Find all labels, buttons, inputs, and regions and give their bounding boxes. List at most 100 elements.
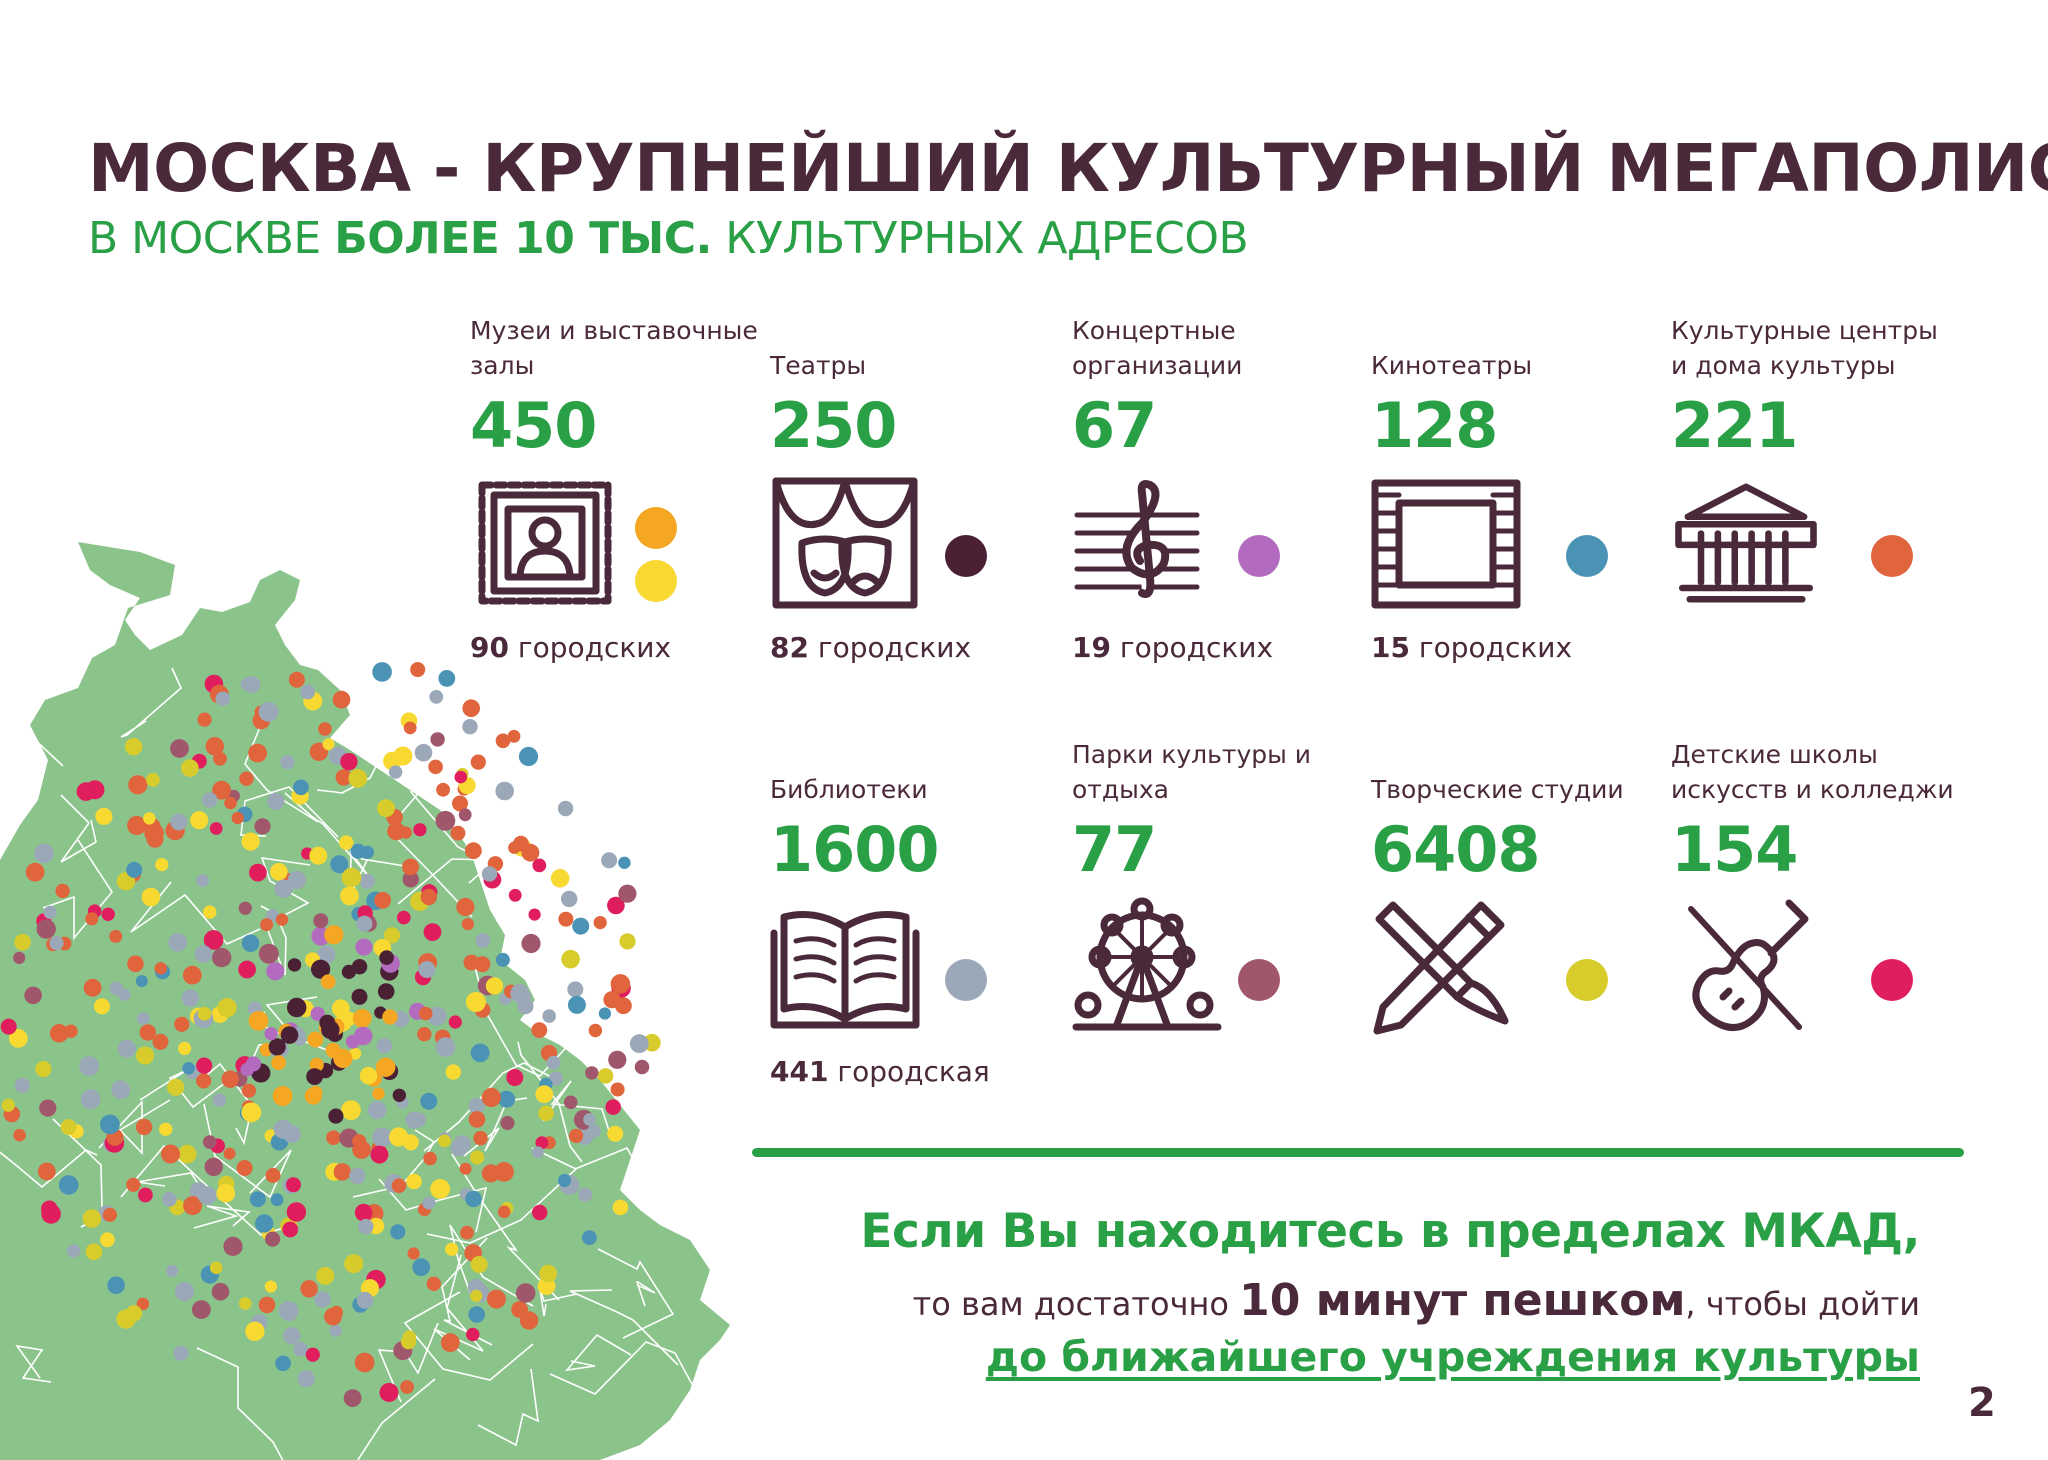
map-dot — [470, 1289, 483, 1302]
map-dot — [567, 995, 586, 1014]
map-dot — [351, 959, 368, 975]
category-label: Творческие студии — [1371, 775, 1624, 804]
map-dot — [85, 1243, 103, 1261]
map-dot — [146, 830, 164, 848]
map-dot — [272, 1086, 293, 1106]
district-border — [356, 1378, 436, 1460]
map-dot — [241, 1102, 262, 1123]
map-dot — [161, 1144, 180, 1164]
map-dot — [384, 927, 400, 944]
district-border — [403, 1291, 534, 1381]
map-dot — [422, 1196, 436, 1210]
district-border — [0, 1149, 98, 1189]
map-dot — [168, 933, 188, 952]
map-dot — [278, 1301, 299, 1321]
category-culture-centers: Культурные центры и дома культуры 221 — [1671, 313, 1961, 603]
open-book-icon — [770, 911, 920, 1029]
map-dot — [322, 738, 335, 751]
map-dot — [258, 943, 279, 964]
map-dot — [414, 743, 433, 762]
map-dot — [37, 1162, 56, 1181]
category-label: Культурные центры и дома культуры — [1671, 316, 1938, 380]
map-dot — [440, 1333, 460, 1353]
map-dot — [274, 879, 293, 898]
map-dot — [535, 1136, 549, 1150]
callout-text: то вам достаточно 10 минут пешком, чтобы… — [912, 1275, 1920, 1326]
map-dot — [349, 1167, 366, 1185]
map-dot — [506, 1069, 524, 1086]
category-concerts: Концертные организации 67 19 городских — [1072, 313, 1362, 664]
map-dot — [300, 1280, 318, 1298]
page-number: 2 — [1968, 1380, 1996, 1426]
map-dot — [286, 1177, 301, 1193]
map-dot — [333, 1163, 351, 1181]
map-dot — [393, 746, 413, 766]
map-dot — [141, 887, 161, 907]
district-border — [316, 724, 398, 794]
subtitle-post: КУЛЬТУРНЫХ АДРЕСОВ — [711, 213, 1249, 264]
map-dot — [159, 1122, 173, 1136]
map-dot — [601, 852, 618, 869]
map-dot — [238, 901, 252, 915]
map-dot — [94, 998, 110, 1015]
map-dot — [181, 759, 199, 777]
map-dot — [377, 799, 395, 818]
map-dot — [14, 1077, 30, 1093]
map-dot — [330, 855, 349, 874]
category-color-dot — [1566, 535, 1608, 577]
map-dot — [459, 1162, 472, 1175]
map-dot — [470, 1043, 490, 1063]
map-dot — [450, 1139, 468, 1157]
map-dot — [352, 1134, 367, 1149]
map-dot — [468, 1306, 486, 1323]
map-dot — [238, 960, 256, 979]
columned-building-icon — [1675, 483, 1817, 603]
map-dot — [241, 934, 260, 953]
treble-clef-icon — [1074, 480, 1200, 598]
map-dot — [531, 1022, 548, 1038]
map-dot — [388, 765, 403, 779]
map-dot — [557, 1173, 572, 1188]
map-dot — [470, 1256, 488, 1273]
map-dot — [390, 1224, 406, 1240]
map-dot — [428, 759, 443, 775]
map-dot — [452, 795, 468, 812]
map-dot — [413, 823, 427, 837]
map-dot — [528, 908, 541, 921]
callout-link[interactable]: до ближайшего учреждения культуры — [985, 1333, 1920, 1381]
map-dot — [126, 861, 143, 878]
category-color-dot — [945, 535, 987, 577]
map-dot — [481, 1164, 500, 1183]
map-dot — [403, 721, 417, 735]
map-dot — [102, 1207, 117, 1222]
district-border — [0, 701, 64, 767]
map-dot — [475, 933, 491, 948]
map-dot — [607, 1125, 624, 1142]
map-dot — [495, 952, 510, 967]
map-dot — [1, 1098, 15, 1112]
divider — [752, 1148, 1964, 1157]
map-dot — [578, 1187, 593, 1202]
map-dot — [429, 690, 444, 704]
map-dot — [101, 907, 115, 921]
category-color-dot — [1566, 959, 1608, 1001]
map-dot — [402, 871, 419, 888]
district-border — [260, 857, 311, 923]
map-dot — [372, 1127, 392, 1148]
ferris-wheel-icon — [1072, 897, 1222, 1031]
map-dot — [209, 1261, 223, 1275]
map-dot — [209, 822, 223, 835]
map-dot — [320, 974, 336, 990]
map-dot — [215, 691, 231, 707]
category-cinemas: Кинотеатры 128 15 городских — [1371, 313, 1661, 664]
map-dot — [8, 1029, 28, 1048]
map-dot — [550, 869, 570, 888]
map-dot — [182, 1062, 195, 1075]
map-dot — [287, 870, 306, 890]
map-dot — [495, 781, 514, 801]
map-dot — [598, 1007, 612, 1020]
district-border — [477, 1368, 539, 1447]
map-dot — [124, 738, 143, 756]
map-dot — [403, 1330, 416, 1344]
category-value: 77 — [1072, 813, 1157, 886]
